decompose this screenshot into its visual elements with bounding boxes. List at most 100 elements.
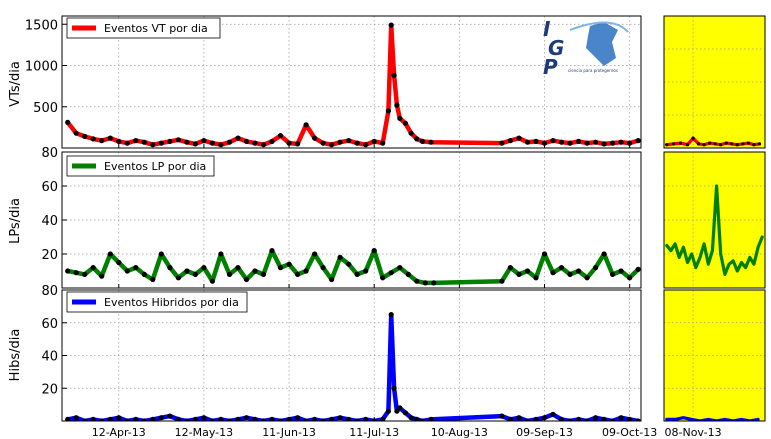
panel-lp-point	[422, 280, 428, 286]
panel-lp-point	[388, 270, 394, 276]
inset-vt-point	[702, 143, 706, 147]
panel-hib-point	[150, 416, 156, 421]
inset-vt-point	[735, 143, 739, 147]
panel-hib-point	[402, 410, 408, 416]
inset-hib-background	[664, 290, 765, 421]
panel-lp-point	[141, 271, 147, 277]
panel-lp-point	[414, 278, 420, 284]
panel-vt-point	[260, 142, 267, 148]
panel-lp-point	[192, 271, 198, 277]
panel-lp-point	[124, 268, 130, 274]
panel-vt-point	[391, 72, 397, 78]
panel-lp-point	[218, 251, 224, 257]
panel-hib-point	[337, 415, 343, 421]
panel-vt-point	[558, 139, 565, 145]
panel-hib-point	[167, 413, 173, 419]
panel-lp-point	[354, 271, 360, 277]
panel-vt-point	[635, 138, 641, 144]
panel-vt-ytick-label: 1000	[25, 60, 58, 75]
inset-vt-frame	[663, 15, 766, 149]
xtick-label: 12-May-13	[175, 426, 233, 439]
panel-vt-point	[380, 140, 386, 146]
panel-vt-point	[388, 22, 394, 28]
panel-vt-point	[320, 140, 326, 146]
panel-hib-ytick-label: 40	[41, 350, 58, 365]
panel-lp-point	[286, 261, 292, 267]
panel-hib-ytick-label: 60	[41, 317, 58, 332]
panel-lp-point	[558, 265, 565, 271]
panel-lp-ytick-label: 80	[41, 146, 58, 161]
panel-vt-point	[286, 140, 292, 146]
panel-vt-point	[618, 139, 624, 145]
panel-lp-point	[65, 268, 71, 274]
panel-lp-point	[107, 251, 113, 257]
panel-hib-point	[73, 415, 79, 421]
panel-hib-point	[524, 418, 531, 421]
inset-vt-point	[757, 142, 762, 146]
panel-hib-point	[107, 416, 113, 421]
panel-lp-point	[150, 276, 156, 283]
panel-lp-point	[541, 251, 548, 257]
panel-lp-point	[320, 265, 326, 271]
logo-letter-g: G	[548, 36, 564, 60]
panel-vt-point	[295, 141, 301, 147]
panel-vt-point	[627, 140, 633, 146]
panel-lp-point	[252, 268, 258, 274]
panel-lp-point	[499, 278, 505, 284]
panel-lp-point	[380, 275, 386, 281]
panel-hib-point	[218, 416, 224, 421]
panel-hib-point	[363, 416, 369, 421]
panel-vt-point	[209, 140, 215, 146]
panel-hib-point	[226, 418, 233, 421]
panel-lp-point	[243, 276, 250, 283]
panel-vt-point	[329, 142, 335, 148]
panel-lp-ytick-label: 60	[41, 180, 58, 195]
panel-hib-point	[269, 416, 275, 421]
panel-lp-point	[235, 265, 241, 271]
panel-hib-point	[380, 416, 386, 421]
panel-hib-point	[408, 415, 414, 421]
panel-hib-point	[252, 416, 258, 421]
logo-letter-p: P	[543, 55, 558, 79]
panel-vt-point	[601, 141, 607, 147]
inset-vt-point	[691, 136, 695, 140]
panel-vt-point	[541, 140, 548, 146]
panel-vt-point	[269, 138, 275, 144]
ylabel-vt: VTs/dia	[8, 61, 23, 107]
panel-hib-point	[635, 418, 641, 421]
panel-lp-point	[167, 265, 173, 271]
inset-vt-background	[664, 16, 765, 148]
inset-hib-frame	[663, 289, 766, 422]
panel-vt-point	[277, 133, 284, 139]
panel-vt-point	[82, 133, 88, 139]
panel-lp-point	[533, 275, 539, 281]
panel-hib-point	[133, 416, 139, 421]
panel-vt-point	[99, 138, 105, 144]
panel-lp-point	[601, 251, 607, 257]
panel-vt-point	[312, 135, 318, 141]
panel-vt-point	[593, 139, 599, 145]
inset-vt-point	[719, 143, 723, 147]
panel-vt-point	[150, 142, 156, 148]
panel-vt-point	[158, 140, 164, 146]
panel-vt-point	[533, 138, 539, 144]
panel-hib-point	[209, 418, 215, 421]
panel-lp-point	[175, 275, 181, 281]
panel-lp-point	[507, 265, 513, 271]
panel-hib-point	[346, 416, 352, 421]
panel-hib-point	[260, 418, 267, 421]
panel-lp-point	[610, 271, 616, 277]
panel-hib-point	[507, 416, 513, 421]
xtick-label: 09-Sep-13	[516, 426, 573, 439]
legend-lp-label: Eventos LP por dia	[104, 160, 206, 173]
panel-lp-point	[295, 271, 301, 277]
panel-lp-point	[627, 275, 633, 281]
panel-vt-point	[414, 136, 420, 142]
panel-hib-point	[391, 385, 397, 391]
inset-vt-point	[730, 142, 734, 146]
inset-vt-point	[665, 143, 669, 147]
panel-vt-series	[65, 22, 641, 148]
panel-lp-point	[635, 266, 641, 272]
panel-hib-point	[82, 418, 88, 421]
panel-hib-point	[303, 418, 309, 421]
